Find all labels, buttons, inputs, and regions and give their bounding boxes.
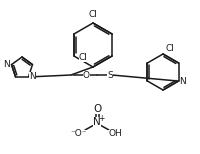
Text: ⁻O⁻: ⁻O⁻ [71,130,87,138]
Text: +: + [98,114,105,123]
Text: N: N [180,77,186,85]
Text: OH: OH [108,130,122,138]
Text: N: N [93,117,101,127]
Text: N: N [29,72,36,81]
Text: S: S [107,71,113,79]
Text: Cl: Cl [165,44,174,53]
Text: O: O [83,71,90,79]
Text: N: N [3,60,10,69]
Text: O: O [93,104,101,114]
Text: Cl: Cl [89,10,97,19]
Text: Cl: Cl [79,53,88,61]
